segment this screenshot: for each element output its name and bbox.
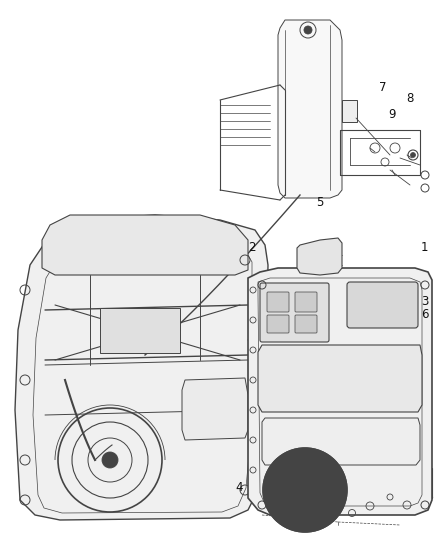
Polygon shape — [278, 20, 342, 198]
FancyBboxPatch shape — [100, 308, 180, 353]
Circle shape — [263, 448, 347, 532]
Text: 9: 9 — [388, 108, 396, 121]
Text: 3: 3 — [421, 295, 428, 308]
FancyBboxPatch shape — [267, 292, 289, 312]
Circle shape — [102, 452, 118, 468]
Circle shape — [304, 26, 312, 34]
Text: 2: 2 — [248, 241, 256, 254]
Polygon shape — [248, 268, 432, 515]
Circle shape — [410, 152, 416, 157]
Text: 4: 4 — [235, 481, 243, 494]
Polygon shape — [262, 418, 420, 465]
Polygon shape — [258, 345, 422, 412]
FancyBboxPatch shape — [295, 315, 317, 333]
Text: 1: 1 — [421, 241, 429, 254]
Polygon shape — [42, 215, 248, 275]
FancyBboxPatch shape — [260, 283, 329, 342]
Polygon shape — [15, 215, 268, 520]
Text: 5: 5 — [316, 196, 323, 209]
Text: 6: 6 — [421, 308, 429, 321]
FancyBboxPatch shape — [347, 282, 418, 328]
FancyBboxPatch shape — [295, 292, 317, 312]
Text: 7: 7 — [379, 82, 387, 94]
Text: 8: 8 — [406, 92, 413, 105]
FancyBboxPatch shape — [267, 315, 289, 333]
Circle shape — [293, 478, 317, 502]
FancyBboxPatch shape — [342, 100, 357, 122]
Polygon shape — [297, 238, 342, 275]
Polygon shape — [182, 378, 248, 440]
